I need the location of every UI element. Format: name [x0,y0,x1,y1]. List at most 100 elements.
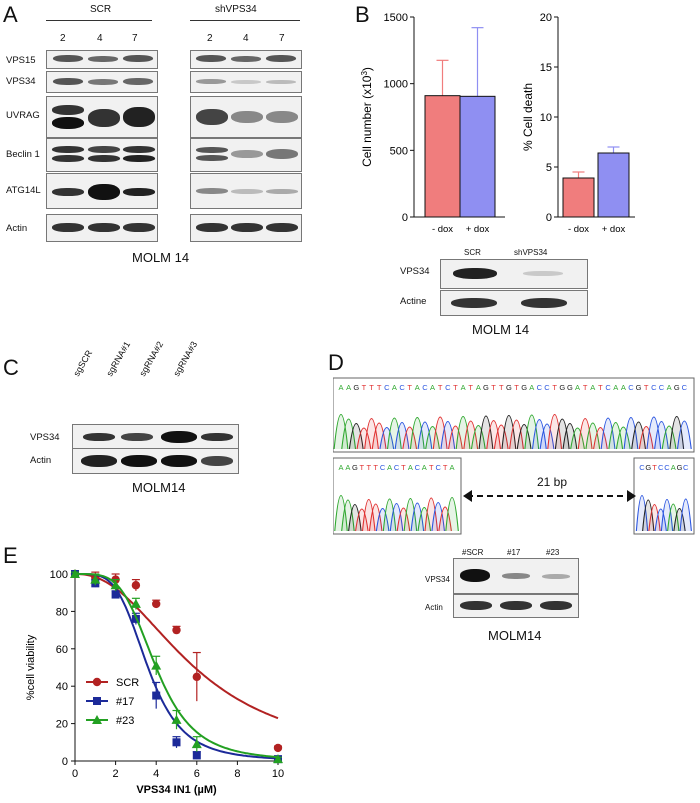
trace-peak [348,504,362,532]
fit-curve [75,573,279,760]
data-point [151,660,162,670]
base-call: G [506,383,512,392]
x-tick-label: 4 [153,768,159,780]
y-tick-label: 0 [62,756,68,768]
base-call: A [345,463,350,472]
base-call: G [674,383,680,392]
base-call: G [352,463,358,472]
deletion-label: 21 bp [537,475,568,489]
y-tick-label: 80 [56,606,68,618]
base-call: T [491,383,496,392]
panel-letter-e: E [3,543,18,568]
trace-peak [356,427,372,450]
group-line-shvps34 [190,20,300,21]
bar [424,95,461,218]
c-lane-label: sgSCR [71,348,95,378]
data-point [171,714,182,724]
trace-peak [424,497,439,532]
base-call: C [384,383,390,392]
y-tick-label: 10 [540,112,552,124]
trace-peak [455,415,471,450]
b-row-label-vps34: VPS34 [400,266,430,277]
base-call: A [387,463,392,472]
panel-d-caption: MOLM14 [488,628,542,643]
trace-peak [547,413,563,450]
base-call: A [450,463,455,472]
blot-vps15 [46,50,158,69]
y-tick-label: 0 [546,212,552,224]
legend-marker [92,715,102,724]
base-call: T [362,383,367,392]
base-call: C [682,383,688,392]
fit-curve [75,573,279,720]
b-lane-label-shvps34: shVPS34 [514,248,548,257]
x-tick-label: 6 [194,768,200,780]
trace-peak [577,417,593,450]
fit-curve [75,573,279,759]
c-row-label-vps34: VPS34 [30,432,60,443]
x-tick-label: - dox [568,224,589,235]
y-tick-label: 15 [540,62,552,74]
data-point [191,739,202,749]
base-call: C [399,383,405,392]
trace-peak [333,413,349,450]
legend-label: #23 [116,715,134,727]
base-call: A [408,463,413,472]
base-call: T [377,383,382,392]
data-point [110,580,121,590]
b-row-label-actine: Actine [400,296,427,307]
d-row-label-actin: Actin [425,603,443,612]
y-tick-label: 20 [56,719,68,731]
y-axis-label: %cell viability [25,634,37,700]
blot-vps34 [46,71,158,93]
trace-peak [600,417,616,450]
b-lane-label-scr: SCR [464,248,481,257]
base-call: A [338,383,343,392]
trace-peak [554,418,570,450]
y-tick-label: 40 [56,681,68,693]
y-tick-label: 500 [390,145,408,157]
day-label: 7 [279,33,285,44]
base-call: G [636,383,642,392]
arrow-head-left [463,490,472,502]
base-call: A [529,383,534,392]
day-label: 4 [243,33,249,44]
y-axis-label-superscript: 3 [360,71,369,76]
trace-peak [660,498,674,532]
bar [459,95,496,218]
d-blot-actin [453,594,579,618]
trace-peak [470,425,486,450]
trace-peak [676,420,692,450]
c-lane-label: sgRNA#3 [171,339,200,378]
trace-peak [669,415,685,450]
chart-cell-death: 0 5 10 15 20 - dox + dox % Cell death [521,12,635,235]
base-call: A [667,383,672,392]
row-label-uvrag: UVRAG [6,110,40,121]
trace-peak [361,498,376,532]
base-call: T [443,463,448,472]
data-point [273,754,283,764]
row-label-atg14l: ATG14L [6,185,41,196]
blot-vps34-sh [190,71,302,93]
x-tick-label: 8 [234,768,240,780]
y-axis-label: % Cell death [521,83,535,151]
trace-peak [642,499,655,532]
trace-peak [445,496,459,532]
x-tick-label: + dox [466,224,490,235]
blot-uvrag [46,96,158,138]
trace-peak [623,416,639,450]
row-label-beclin1: Beclin 1 [6,149,40,160]
base-call: G [353,383,359,392]
base-call: C [659,383,665,392]
base-call: T [407,383,412,392]
base-call: C [415,463,421,472]
trace-peak [646,416,662,450]
trace-peak [524,414,540,450]
x-tick-label: 2 [113,768,119,780]
base-call: A [621,383,626,392]
base-call: T [453,383,458,392]
base-call: A [476,383,481,392]
trace-peak [410,502,425,532]
base-call: C [537,383,543,392]
